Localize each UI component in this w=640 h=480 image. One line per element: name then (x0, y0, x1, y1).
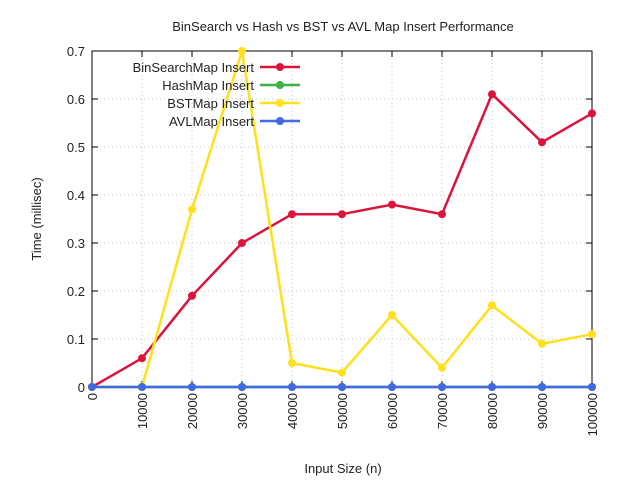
series-group (88, 47, 596, 391)
data-point-avlmap-insert (138, 383, 146, 391)
data-point-bstmap-insert (438, 363, 446, 372)
data-point-avlmap-insert (88, 383, 96, 391)
data-point-bstmap-insert (538, 339, 546, 348)
y-tick-label: 0 (78, 380, 85, 395)
data-point-bstmap-insert (238, 47, 246, 55)
chart-title: BinSearch vs Hash vs BST vs AVL Map Inse… (172, 19, 514, 34)
y-tick-label: 0.6 (67, 92, 85, 107)
legend-marker-avlmap-insert (276, 117, 284, 125)
x-tick-label: 20000 (185, 393, 200, 429)
grid (92, 51, 592, 387)
data-point-binsearchmap-insert (188, 291, 196, 300)
data-point-binsearchmap-insert (388, 200, 396, 209)
x-tick-label: 10000 (135, 393, 150, 429)
data-point-avlmap-insert (388, 383, 396, 391)
legend-label-hashmap-insert: HashMap Insert (162, 78, 254, 93)
data-point-bstmap-insert (488, 301, 496, 310)
data-point-binsearchmap-insert (438, 210, 446, 219)
data-point-bstmap-insert (338, 368, 346, 377)
data-point-avlmap-insert (438, 383, 446, 391)
legend-label-binsearchmap-insert: BinSearchMap Insert (133, 60, 255, 75)
x-tick-label: 30000 (235, 393, 250, 429)
x-axis-label: Input Size (n) (304, 461, 381, 476)
x-tick-label: 70000 (435, 393, 450, 429)
legend-marker-hashmap-insert (276, 81, 284, 89)
y-axis-label: Time (millisec) (29, 177, 44, 260)
y-tick-label: 0.4 (67, 188, 85, 203)
y-tick-label: 0.1 (67, 332, 85, 347)
x-tick-label: 0 (85, 393, 100, 400)
axis-ticks: 0 10000 20000 30000 40000 50000 60000 70000 8000… (67, 44, 600, 436)
data-point-bstmap-insert (588, 330, 596, 339)
legend-label-avlmap-insert: AVLMap Insert (169, 114, 254, 129)
data-point-bstmap-insert (388, 311, 396, 319)
data-point-binsearchmap-insert (588, 109, 596, 118)
data-point-binsearchmap-insert (488, 90, 496, 99)
y-tick-label: 0.5 (67, 140, 85, 155)
y-tick-label: 0.2 (67, 284, 85, 299)
x-tick-label: 60000 (385, 393, 400, 429)
x-tick-label: 100000 (585, 393, 600, 436)
legend: BinSearchMap Insert HashMap Insert BSTMap … (133, 60, 300, 129)
data-point-bstmap-insert (188, 205, 196, 214)
legend-marker-binsearchmap-insert (276, 63, 284, 71)
data-point-avlmap-insert (538, 383, 546, 391)
x-tick-label: 90000 (535, 393, 550, 429)
data-point-binsearchmap-insert (238, 239, 246, 247)
legend-label-bstmap-insert: BSTMap Insert (167, 96, 254, 111)
data-point-avlmap-insert (488, 383, 496, 391)
data-point-binsearchmap-insert (538, 138, 546, 147)
data-point-avlmap-insert (288, 383, 296, 391)
x-tick-label: 50000 (335, 393, 350, 429)
legend-marker-bstmap-insert (276, 99, 284, 107)
data-point-avlmap-insert (238, 383, 246, 391)
y-tick-label: 0.7 (67, 44, 85, 59)
data-point-avlmap-insert (188, 383, 196, 391)
data-point-avlmap-insert (338, 383, 346, 391)
x-tick-label: 40000 (285, 393, 300, 429)
data-point-binsearchmap-insert (288, 210, 296, 219)
data-point-binsearchmap-insert (338, 210, 346, 219)
data-point-bstmap-insert (288, 359, 296, 367)
x-tick-label: 80000 (485, 393, 500, 429)
data-point-avlmap-insert (588, 383, 596, 391)
y-tick-label: 0.3 (67, 236, 85, 251)
data-point-binsearchmap-insert (138, 354, 146, 363)
